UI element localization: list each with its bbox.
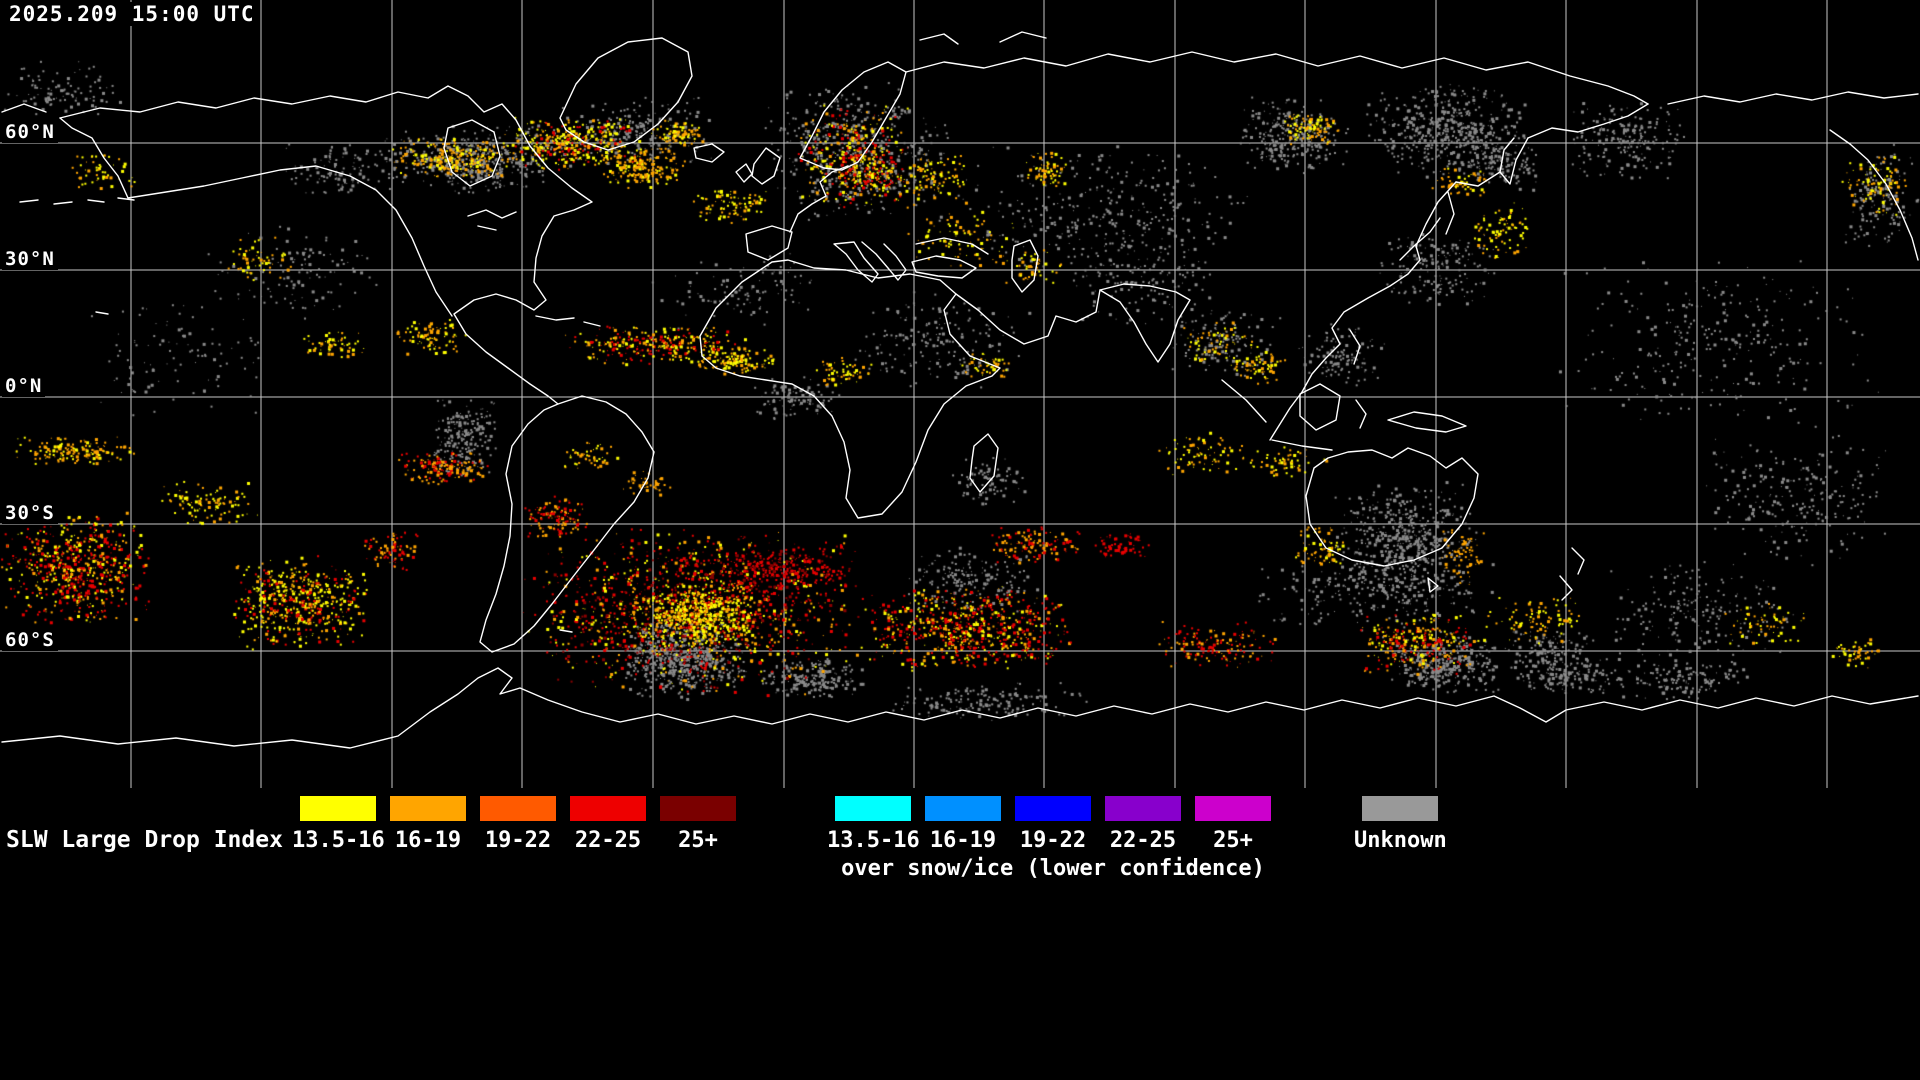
coastline-chukotka-south <box>1527 103 1649 139</box>
legend-range-primary-3: 19-22 <box>484 828 552 853</box>
legend-cell-unknown: Unknown <box>1354 796 1452 853</box>
legend-cell-primary-4: 22-25 <box>570 796 660 853</box>
coastline-greenland <box>559 37 693 151</box>
coastline-scandinavia <box>799 61 907 171</box>
legend-swatch-primary-4 <box>570 796 646 821</box>
coastline-new-guinea <box>1387 411 1467 433</box>
coastline-okhotsk <box>1455 171 1501 187</box>
coastline-north-america-west <box>59 117 453 317</box>
legend-range-primary-4: 22-25 <box>574 828 642 853</box>
coastline-turkey <box>911 255 977 279</box>
legend-cell-snow-5: 25+ <box>1195 796 1285 853</box>
legend-swatch-primary-1 <box>300 796 376 821</box>
legend-cell-primary-5: 25+ <box>660 796 750 853</box>
lat-label-30s: 30°S <box>2 502 58 524</box>
coastline-arabia <box>955 289 1101 345</box>
legend-title: SLW Large Drop Index <box>6 827 283 853</box>
coastline-sulawesi <box>1355 399 1367 429</box>
coastline-aleutians <box>19 197 135 205</box>
legend-cell-primary-1: 13.5-16 <box>292 796 390 853</box>
legend-swatch-snow-5 <box>1195 796 1271 821</box>
legend-range-primary-2: 16-19 <box>394 828 462 853</box>
coastline-madagascar <box>969 433 999 493</box>
coastline-east-asia <box>1269 181 1457 441</box>
lat-label-0n: 0°N <box>2 375 46 397</box>
coastline-new-zealand <box>1559 547 1585 601</box>
coastline-india <box>1099 283 1191 363</box>
legend-range-unknown: Unknown <box>1354 828 1447 853</box>
coastline-caribbean <box>535 315 601 327</box>
coastline-novaya-zemlya <box>999 31 1047 43</box>
legend-swatch-snow-3 <box>1015 796 1091 821</box>
legend-cell-snow-1: 13.5-16 <box>827 796 925 853</box>
coastline-north-america <box>59 85 593 405</box>
lat-label-60n: 60°N <box>2 121 58 143</box>
legend-cell-primary-2: 16-19 <box>390 796 480 853</box>
coastline-iberia <box>745 225 793 261</box>
legend: SLW Large Drop Index 13.5-16 16-19 19-22… <box>0 788 1920 1080</box>
coastline-japan <box>1399 217 1441 261</box>
legend-snow-caption: over snow/ice (lower confidence) <box>841 856 1265 881</box>
coastline-chukotka-left <box>1 103 47 113</box>
legend-cell-snow-3: 19-22 <box>1015 796 1105 853</box>
coastline-sakhalin <box>1445 191 1455 235</box>
coastline-layer <box>1 31 1919 749</box>
lat-label-30n: 30°N <box>2 248 58 270</box>
legend-range-snow-3: 19-22 <box>1019 828 1087 853</box>
coastline-bc-california-wrap <box>1829 129 1919 261</box>
coastline-alaska-arctic-wrap <box>1667 91 1919 105</box>
slw-data-speckle-layer <box>0 0 1920 788</box>
coastline-europe-northsea <box>789 165 849 233</box>
coastline-italy <box>833 241 879 283</box>
legend-range-snow-2: 16-19 <box>929 828 997 853</box>
legend-swatch-unknown <box>1362 796 1438 821</box>
coastline-philippines <box>1349 329 1361 365</box>
legend-cell-snow-2: 16-19 <box>925 796 1015 853</box>
legend-range-snow-5: 25+ <box>1213 828 1253 853</box>
legend-range-primary-5: 25+ <box>678 828 718 853</box>
coastline-sumatra <box>1221 379 1267 423</box>
coastline-iceland <box>693 143 725 163</box>
coastline-balkans <box>861 241 907 281</box>
coastline-siberia-arctic <box>905 51 1649 105</box>
world-map: 2025.209 15:00 UTC 60°N 30°N 0°N 30°S 60… <box>0 0 1920 788</box>
coastline-great-lakes <box>467 209 517 231</box>
coastline-antarctica <box>1 667 1919 749</box>
coastline-falklands <box>559 629 573 633</box>
coastline-borneo <box>1299 383 1341 431</box>
legend-swatch-snow-1 <box>835 796 911 821</box>
legend-swatch-snow-4 <box>1105 796 1181 821</box>
coastline-java <box>1271 439 1333 451</box>
coastline-kamchatka <box>1499 137 1529 185</box>
coastline-hudson-bay <box>443 119 501 187</box>
coastline-ireland <box>735 163 753 183</box>
legend-swatch-snow-2 <box>925 796 1001 821</box>
coastline-tasmania <box>1427 577 1439 593</box>
coastline-south-america <box>479 395 655 653</box>
timestamp-label: 2025.209 15:00 UTC <box>5 2 259 26</box>
legend-cell-primary-3: 19-22 <box>480 796 570 853</box>
legend-swatch-primary-3 <box>480 796 556 821</box>
legend-swatch-primary-2 <box>390 796 466 821</box>
coastline-svalbard <box>919 33 959 45</box>
coastline-caspian <box>1011 239 1039 293</box>
coastline-uk <box>751 147 781 185</box>
coastline-black-sea <box>915 237 989 255</box>
legend-range-snow-1: 13.5-16 <box>827 828 920 853</box>
legend-range-snow-4: 22-25 <box>1109 828 1177 853</box>
lat-label-60s: 60°S <box>2 629 58 651</box>
legend-cell-snow-4: 22-25 <box>1105 796 1195 853</box>
legend-range-primary-1: 13.5-16 <box>292 828 385 853</box>
coastline-australia <box>1305 447 1479 567</box>
coastline-hawaii <box>95 311 109 315</box>
coastline-africa <box>699 259 1001 519</box>
legend-swatch-primary-5 <box>660 796 736 821</box>
